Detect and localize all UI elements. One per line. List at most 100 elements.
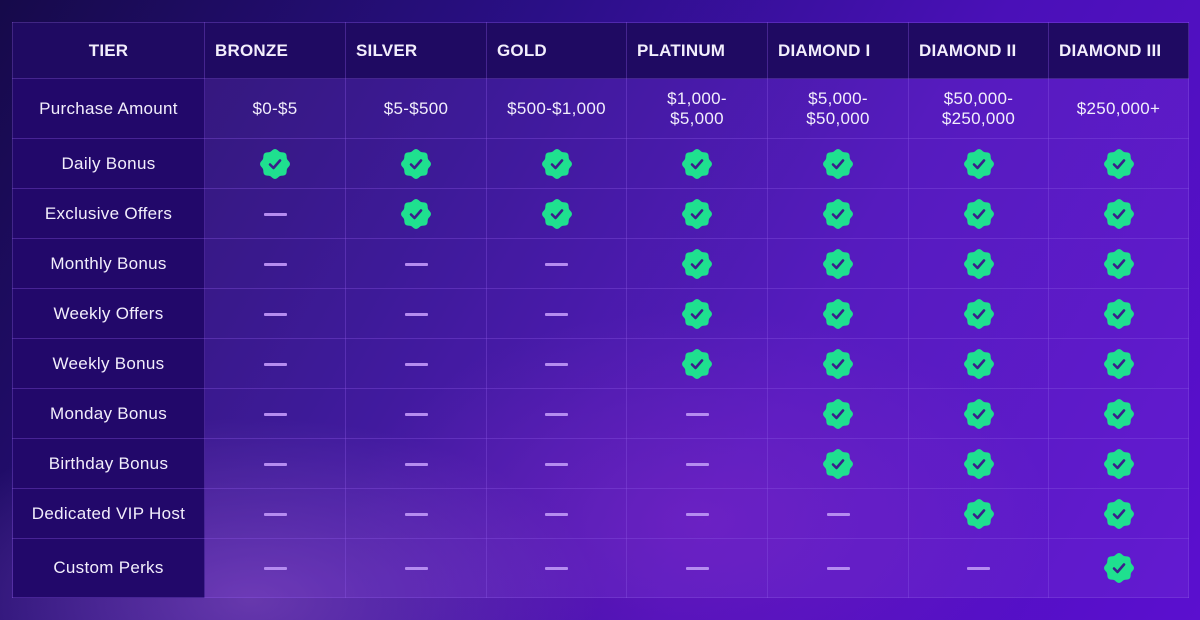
check-badge-icon bbox=[541, 198, 572, 229]
feature-included-cell bbox=[767, 188, 909, 239]
feature-not-included-cell bbox=[908, 538, 1049, 598]
feature-row: Birthday Bonus bbox=[12, 438, 1189, 489]
feature-included-cell bbox=[626, 188, 768, 239]
dash-icon bbox=[545, 412, 568, 416]
check-badge-icon bbox=[823, 398, 853, 429]
feature-row: Weekly Bonus bbox=[12, 338, 1189, 389]
dash-icon bbox=[545, 362, 568, 366]
feature-not-included-cell bbox=[204, 238, 346, 289]
dash-icon bbox=[404, 512, 428, 516]
feature-not-included-cell bbox=[486, 338, 627, 389]
check-badge-icon bbox=[823, 148, 853, 179]
check-badge-icon bbox=[963, 498, 994, 529]
feature-included-cell bbox=[908, 188, 1049, 239]
dash-icon bbox=[404, 262, 428, 266]
purchase-amount-cell: $5-$500 bbox=[345, 78, 487, 139]
feature-included-cell bbox=[626, 238, 768, 289]
check-badge-icon bbox=[682, 348, 712, 379]
feature-included-cell bbox=[1048, 188, 1189, 239]
dash-icon bbox=[545, 567, 568, 571]
check-badge-icon bbox=[1103, 398, 1134, 429]
feature-included-cell bbox=[767, 388, 909, 439]
dash-icon bbox=[263, 412, 287, 416]
feature-not-included-cell bbox=[626, 438, 768, 489]
dash-icon bbox=[263, 567, 287, 571]
row-label: Monday Bonus bbox=[12, 388, 205, 439]
purchase-amount-cell: $1,000- $5,000 bbox=[626, 78, 768, 139]
dash-icon bbox=[263, 462, 287, 466]
feature-included-cell bbox=[345, 138, 487, 189]
header-row: TIER BRONZE SILVER GOLD PLATINUM DIAMOND I DIA… bbox=[12, 22, 1189, 79]
feature-not-included-cell bbox=[345, 538, 487, 598]
check-badge-icon bbox=[823, 348, 853, 379]
feature-included-cell bbox=[908, 238, 1049, 289]
dash-icon bbox=[404, 567, 428, 571]
feature-included-cell bbox=[626, 138, 768, 189]
check-badge-icon bbox=[963, 148, 994, 179]
dash-icon bbox=[826, 512, 850, 516]
feature-not-included-cell bbox=[204, 488, 346, 539]
dash-icon bbox=[404, 312, 428, 316]
dash-icon bbox=[685, 412, 709, 416]
purchase-amount-row: Purchase Amount $0-$5 $5-$500 $500-$1,000 $1… bbox=[12, 78, 1189, 139]
feature-not-included-cell bbox=[626, 388, 768, 439]
feature-included-cell bbox=[908, 288, 1049, 339]
feature-not-included-cell bbox=[486, 288, 627, 339]
feature-not-included-cell bbox=[486, 538, 627, 598]
feature-not-included-cell bbox=[204, 388, 346, 439]
check-badge-icon bbox=[963, 398, 994, 429]
dash-icon bbox=[685, 567, 709, 571]
dash-icon bbox=[545, 462, 568, 466]
feature-included-cell bbox=[1048, 538, 1189, 598]
dash-icon bbox=[545, 312, 568, 316]
row-label: Purchase Amount bbox=[12, 78, 205, 139]
feature-not-included-cell bbox=[204, 288, 346, 339]
tier-column-header: DIAMOND I bbox=[767, 22, 909, 79]
feature-not-included-cell bbox=[204, 438, 346, 489]
feature-included-cell bbox=[908, 388, 1049, 439]
feature-not-included-cell bbox=[345, 388, 487, 439]
feature-not-included-cell bbox=[486, 238, 627, 289]
feature-row: Daily Bonus bbox=[12, 138, 1189, 189]
check-badge-icon bbox=[1103, 348, 1134, 379]
check-badge-icon bbox=[1103, 198, 1134, 229]
check-badge-icon bbox=[1103, 148, 1134, 179]
purchase-amount-cell: $500-$1,000 bbox=[486, 78, 627, 139]
dash-icon bbox=[826, 567, 850, 571]
check-badge-icon bbox=[963, 248, 994, 279]
dash-icon bbox=[404, 362, 428, 366]
purchase-amount-cell: $0-$5 bbox=[204, 78, 346, 139]
dash-icon bbox=[263, 362, 287, 366]
feature-included-cell bbox=[1048, 238, 1189, 289]
check-badge-icon bbox=[682, 198, 712, 229]
feature-included-cell bbox=[204, 138, 346, 189]
feature-included-cell bbox=[767, 438, 909, 489]
check-badge-icon bbox=[823, 298, 853, 329]
check-badge-icon bbox=[963, 348, 994, 379]
dash-icon bbox=[685, 512, 709, 516]
check-badge-icon bbox=[1103, 448, 1134, 479]
check-badge-icon bbox=[541, 148, 572, 179]
feature-included-cell bbox=[486, 138, 627, 189]
feature-included-cell bbox=[626, 338, 768, 389]
dash-icon bbox=[545, 512, 568, 516]
feature-not-included-cell bbox=[345, 338, 487, 389]
tier-column-header: PLATINUM bbox=[626, 22, 768, 79]
check-badge-icon bbox=[963, 448, 994, 479]
feature-not-included-cell bbox=[204, 188, 346, 239]
dash-icon bbox=[404, 462, 428, 466]
feature-not-included-cell bbox=[626, 538, 768, 598]
feature-included-cell bbox=[1048, 138, 1189, 189]
feature-included-cell bbox=[345, 188, 487, 239]
feature-included-cell bbox=[908, 338, 1049, 389]
dash-icon bbox=[545, 262, 568, 266]
row-label: Monthly Bonus bbox=[12, 238, 205, 289]
feature-included-cell bbox=[1048, 438, 1189, 489]
row-label: Custom Perks bbox=[12, 538, 205, 598]
purchase-amount-cell: $50,000- $250,000 bbox=[908, 78, 1049, 139]
dash-icon bbox=[263, 212, 287, 216]
feature-row: Custom Perks bbox=[12, 538, 1189, 598]
check-badge-icon bbox=[260, 148, 290, 179]
row-label: Dedicated VIP Host bbox=[12, 488, 205, 539]
vip-tier-comparison-table: TIER BRONZE SILVER GOLD PLATINUM DIAMOND I DIA… bbox=[12, 22, 1189, 598]
